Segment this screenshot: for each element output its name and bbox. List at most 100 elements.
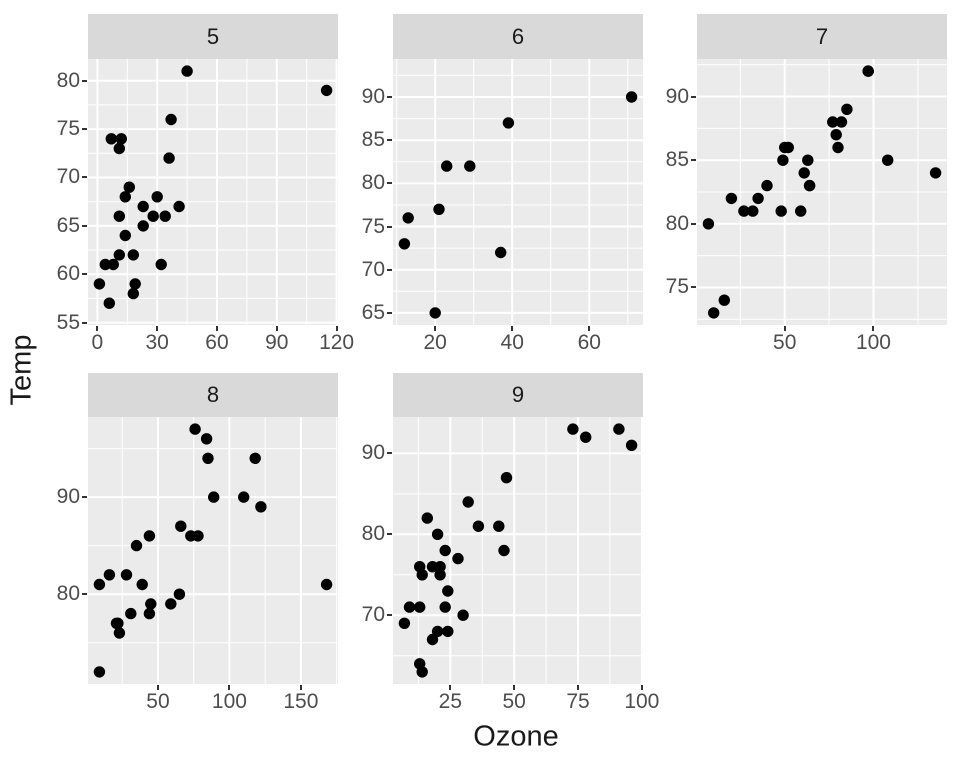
data-point	[113, 210, 125, 222]
y-axis-title: Temp	[5, 334, 38, 406]
x-tick-label: 100	[855, 331, 891, 354]
y-tick-mark	[691, 286, 696, 289]
x-tick-label: 50	[773, 331, 797, 354]
data-point	[827, 116, 839, 128]
data-point	[416, 569, 428, 581]
data-point	[93, 278, 106, 290]
facet-strip-5: 5	[88, 14, 338, 59]
data-point	[151, 191, 163, 203]
facet-strip-7: 7	[697, 14, 947, 59]
y-tick-label: 70	[361, 603, 385, 627]
x-tick-label: 100	[624, 690, 660, 713]
y-tick-label: 80	[361, 522, 385, 546]
data-point	[181, 65, 193, 77]
y-tick-label: 90	[361, 441, 385, 465]
data-point	[798, 167, 810, 179]
data-point	[127, 249, 139, 261]
data-point	[882, 154, 894, 166]
data-point	[702, 218, 715, 230]
x-tick-label: 90	[265, 331, 289, 354]
data-point	[414, 601, 426, 613]
x-tick-mark	[156, 685, 159, 690]
data-point	[107, 258, 119, 271]
data-point	[398, 238, 411, 250]
x-tick-mark	[872, 326, 875, 331]
y-tick-label: 80	[56, 582, 80, 606]
data-point	[580, 431, 592, 443]
x-tick-label: 20	[423, 331, 447, 354]
data-point	[115, 133, 127, 145]
facet-panel-6	[393, 59, 643, 325]
data-point	[725, 192, 738, 205]
data-point	[130, 539, 143, 552]
x-tick-mark	[588, 326, 591, 331]
data-point	[147, 210, 159, 222]
data-point	[123, 181, 135, 193]
y-tick-mark	[691, 159, 696, 162]
data-point	[165, 598, 177, 610]
data-point	[761, 179, 773, 192]
data-point	[163, 152, 175, 164]
y-tick-label: 75	[665, 275, 689, 299]
data-point	[775, 205, 787, 217]
facet-panel-8	[88, 417, 338, 684]
data-point	[452, 552, 464, 565]
data-point	[249, 452, 261, 464]
facet-strip-8: 8	[88, 373, 338, 417]
data-point	[752, 192, 764, 205]
y-tick-mark	[387, 268, 392, 271]
y-tick-mark	[82, 224, 87, 227]
facet-panel-5	[88, 59, 338, 325]
x-tick-mark	[511, 326, 514, 331]
y-tick-mark	[82, 593, 87, 596]
x-tick-label: 50	[502, 690, 526, 713]
x-tick-label: 120	[319, 331, 355, 354]
data-point	[439, 601, 451, 613]
data-point	[129, 278, 141, 290]
x-tick-mark	[434, 326, 437, 331]
data-point	[835, 116, 848, 128]
data-point	[472, 520, 485, 532]
data-point	[502, 117, 515, 129]
y-tick-mark	[387, 182, 392, 185]
data-point	[429, 307, 441, 319]
y-tick-mark	[82, 496, 87, 499]
data-point	[113, 142, 125, 155]
data-point	[441, 160, 453, 172]
data-point	[145, 598, 157, 610]
data-point	[165, 113, 177, 126]
y-tick-label: 70	[361, 257, 385, 281]
data-point	[320, 578, 333, 591]
y-tick-label: 70	[56, 165, 80, 189]
y-tick-label: 75	[361, 214, 385, 238]
data-point	[103, 569, 116, 581]
data-point	[120, 569, 133, 581]
y-tick-mark	[691, 222, 696, 225]
y-tick-mark	[82, 128, 87, 131]
data-point	[493, 520, 505, 532]
data-point	[200, 433, 213, 445]
x-tick-mark	[783, 326, 786, 331]
data-point	[433, 203, 445, 215]
x-tick-label: 150	[283, 690, 319, 713]
x-tick-mark	[228, 685, 231, 690]
x-tick-label: 100	[211, 690, 247, 713]
data-point	[202, 452, 214, 464]
data-point	[173, 200, 185, 213]
data-point	[403, 601, 416, 613]
data-point	[718, 294, 730, 306]
data-point	[625, 439, 638, 451]
data-point	[567, 423, 579, 435]
x-tick-label: 0	[91, 331, 104, 354]
data-point	[143, 530, 156, 542]
data-point	[442, 625, 454, 638]
x-tick-mark	[215, 326, 218, 331]
x-tick-mark	[156, 326, 159, 331]
data-point	[110, 617, 123, 629]
x-tick-label: 25	[438, 690, 462, 713]
y-tick-mark	[387, 96, 392, 98]
x-tick-mark	[299, 685, 302, 690]
data-point	[175, 520, 187, 532]
data-point	[136, 578, 148, 591]
